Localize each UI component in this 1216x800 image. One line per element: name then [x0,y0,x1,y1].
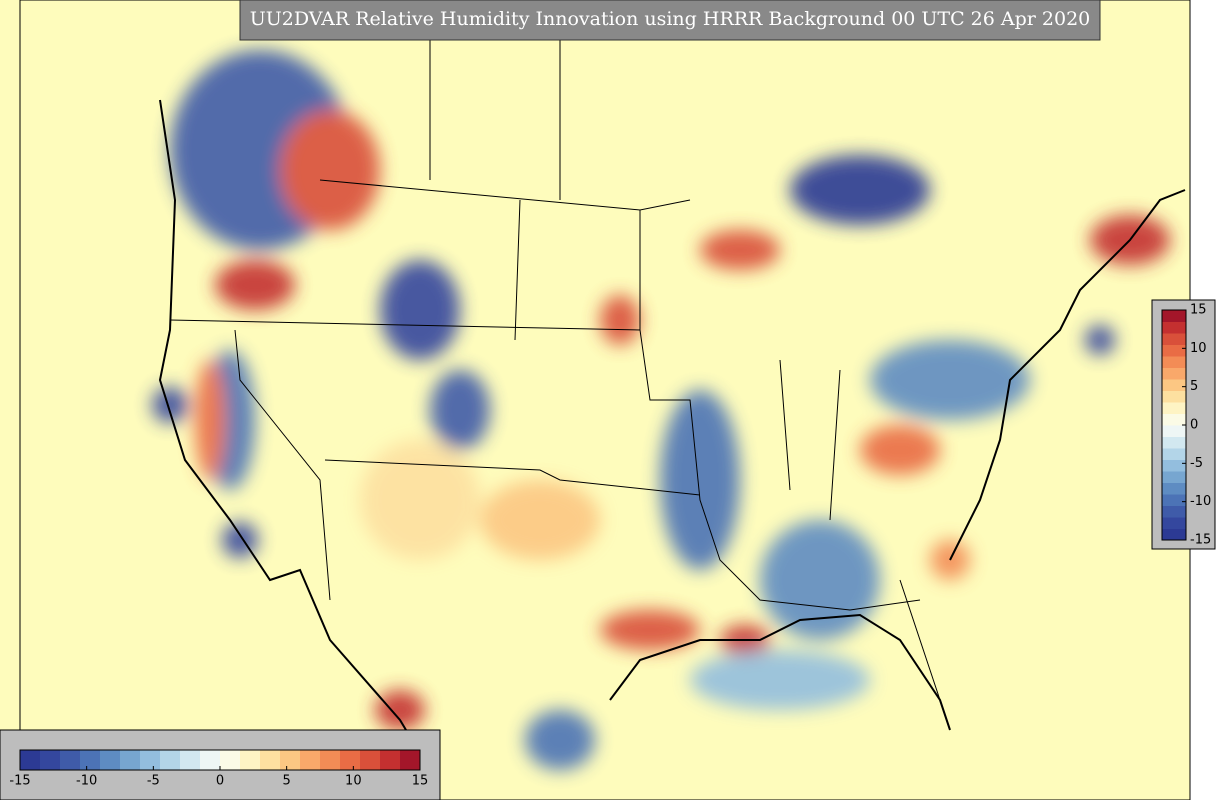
colorbar-segment [1162,436,1186,449]
colorbar-segment [80,750,101,770]
colorbar-segment [200,750,221,770]
colorbar-segment [60,750,81,770]
colorbar-tick-label: -15 [1190,533,1211,548]
colorbar-tick-label: -10 [1190,494,1211,509]
colorbar-segment [1162,517,1186,529]
colorbar-segment [220,750,241,770]
colorbar-segment [1162,402,1186,414]
colorbar-segment [300,750,321,770]
colorbar-segment [1162,425,1186,437]
colorbar-segment [40,750,61,770]
colorbar-tick-label: 15 [1190,303,1207,318]
colorbar-tick-label: -5 [1190,456,1203,471]
colorbar-segment [1162,448,1186,460]
colorbar-segment [1162,528,1186,541]
colorbar-tick-label: -10 [76,774,97,789]
colorbar-tick-label: -15 [9,774,30,789]
colorbar-segment [280,750,301,770]
colorbar-segment [1162,471,1186,483]
colorbar-segment [380,750,401,770]
colorbar-segment [180,750,201,770]
colorbar-segment [1162,321,1186,334]
colorbar-tick-label: 0 [1190,418,1198,433]
colorbar-tick-label: 15 [412,774,429,789]
colorbar-segment [100,750,121,770]
colorbar-tick-label: 0 [216,774,224,789]
colorbar-segment [360,750,381,770]
colorbar-segment [1162,344,1186,357]
colorbar-tick-label: 5 [1190,379,1198,394]
map-title: UU2DVAR Relative Humidity Innovation usi… [250,8,1091,30]
colorbar-segment [1162,505,1186,518]
colorbar-segment [120,750,141,770]
colorbar-tick-label: 10 [345,774,362,789]
colorbar-tick-label: 5 [283,774,291,789]
colorbar-segment [140,750,161,770]
colorbar-tick-label: 10 [1190,341,1207,356]
colorbar-segment [20,750,41,770]
colorbar-segment [1162,356,1186,368]
title-box [239,0,1101,41]
colorbar-segment [320,750,341,770]
colorbar-segment [1162,482,1186,495]
colorbar-tick-label: -5 [147,774,160,789]
colorbar-segment [1162,459,1186,472]
colorbar-segment [1162,310,1186,322]
colorbar-segment [1162,333,1186,345]
colorbar-segment [1162,379,1186,391]
colorbar-segment [160,750,181,770]
vertical-colorbar: -15 -10 -5 0 5 10 15 [1151,299,1216,550]
colorbar-segment [1162,367,1186,380]
colorbar-segment [1162,494,1186,506]
colorbar-segment [260,750,281,770]
horizontal-colorbar: -15 -10 -5 0 5 10 15 [0,729,441,800]
colorbar-segment [340,750,361,770]
coastlines [158,99,1186,771]
colorbar-segment [240,750,261,770]
colorbar-segment [1162,413,1186,426]
colorbar-segment [1162,390,1186,403]
colorbar-segment [400,750,421,770]
state-boundaries [169,20,941,701]
